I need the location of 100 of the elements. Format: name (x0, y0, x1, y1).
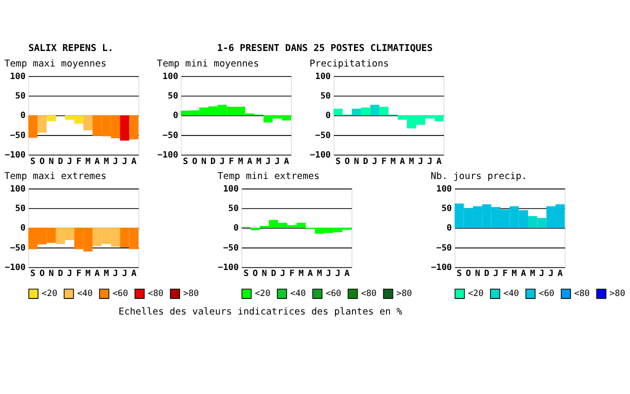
x-tick-label: A (247, 156, 254, 167)
x-tick-label: A (284, 156, 290, 167)
x-tick-label: J (274, 156, 280, 167)
y-tick-label: 50 (15, 204, 26, 214)
y-tick-label: 100 (436, 184, 452, 194)
x-tick-label: S (456, 269, 462, 280)
x-tick-label: M (104, 156, 109, 167)
x-tick-label: J (335, 269, 340, 280)
x-tick-label: J (427, 156, 432, 167)
x-tick-label: J (280, 269, 286, 280)
y-tick-label: −100 (218, 262, 239, 273)
x-tick-label: M (85, 269, 91, 280)
legend-label: <80 (361, 289, 377, 300)
x-tick-label: A (400, 156, 406, 167)
y-tick-label: 100 (10, 72, 26, 82)
legend-label: >80 (610, 289, 626, 300)
x-tick-label: O (39, 269, 45, 280)
x-tick-label: J (493, 269, 498, 280)
x-tick-label: A (344, 269, 350, 280)
x-tick-label: D (210, 156, 216, 167)
x-tick-label: J (122, 156, 128, 167)
legend-label: <40 (503, 289, 519, 300)
text: SALIX REPENS L. (28, 42, 114, 54)
y-tick-label: 0 (20, 111, 26, 122)
y-tick-label: −100 (310, 150, 331, 160)
x-tick-label: M (390, 156, 396, 167)
y-tick-label: 50 (228, 204, 239, 214)
y-tick-label: 0 (20, 224, 26, 234)
x-tick-label: J (220, 156, 225, 167)
x-tick-label: D (58, 156, 64, 167)
y-tick-label: −100 (4, 262, 26, 273)
legend-label: <20 (254, 289, 270, 300)
chart-title: Temp maxi extremes (4, 171, 106, 182)
y-tick-label: 50 (168, 91, 178, 102)
chart-title: Temp maxi moyennes (4, 58, 106, 70)
y-tick-label: 50 (320, 91, 331, 102)
x-tick-label: S (243, 269, 249, 280)
x-tick-label: F (76, 156, 82, 167)
legend-label: <60 (112, 289, 128, 300)
x-tick-label: D (484, 269, 490, 280)
x-tick-label: J (326, 269, 332, 280)
y-tick-label: 100 (10, 184, 26, 194)
x-tick-label: O (39, 156, 45, 167)
x-tick-label: A (94, 156, 101, 167)
x-tick-label: M (530, 269, 536, 280)
legend-label: <60 (326, 289, 342, 300)
x-tick-label: D (270, 269, 276, 280)
y-tick-label: 0 (172, 111, 178, 122)
x-tick-label: M (512, 269, 517, 280)
x-tick-label: F (76, 269, 82, 280)
x-tick-label: A (558, 269, 564, 280)
y-tick-label: −100 (157, 150, 178, 160)
x-tick-label: D (363, 156, 368, 167)
chart-title: Temp mini extremes (217, 171, 320, 182)
x-tick-label: M (104, 269, 109, 280)
y-tick-label: −50 (436, 243, 452, 254)
x-tick-label: O (466, 269, 471, 280)
x-tick-label: M (238, 156, 244, 167)
chart-title: Nb. jours precip. (430, 171, 528, 182)
y-tick-label: 0 (446, 224, 452, 234)
y-tick-label: 50 (15, 91, 26, 102)
x-tick-label: M (408, 156, 414, 167)
x-tick-label: N (201, 156, 206, 167)
x-tick-label: N (474, 269, 480, 280)
legend-label: <20 (42, 289, 58, 300)
bar (361, 108, 370, 116)
x-tick-label: F (381, 156, 387, 167)
y-tick-label: −50 (162, 130, 178, 141)
bar (352, 108, 362, 116)
x-tick-label: J (548, 269, 554, 280)
x-tick-label: J (372, 156, 378, 167)
x-tick-label: O (252, 269, 258, 280)
x-tick-label: S (30, 269, 36, 280)
y-tick-label: 50 (441, 204, 452, 214)
text: 1-6 PRESENT DANS 25 POSTES CLIMATIQUES (217, 42, 433, 54)
chart-title: Temp mini moyennes (156, 58, 260, 70)
x-tick-label: S (335, 156, 341, 167)
legend-label: <60 (538, 289, 554, 300)
y-tick-label: 0 (326, 111, 331, 122)
x-tick-label: A (308, 269, 314, 280)
legend-label: <40 (290, 289, 306, 300)
legend-label: <80 (574, 289, 590, 300)
x-tick-label: J (265, 156, 271, 167)
x-tick-label: M (316, 269, 322, 280)
x-tick-label: M (298, 269, 304, 280)
y-tick-label: −50 (10, 243, 26, 254)
x-tick-label: A (520, 269, 527, 280)
bar (370, 104, 380, 116)
x-tick-label: M (256, 156, 262, 167)
x-tick-label: J (122, 269, 128, 280)
x-tick-label: J (539, 269, 544, 280)
text: Echelles des valeurs indicatrices des plantes en % (118, 306, 402, 318)
x-tick-label: A (131, 156, 138, 167)
x-tick-label: J (67, 156, 72, 167)
y-tick-label: 100 (162, 72, 178, 82)
x-tick-label: A (131, 269, 138, 280)
y-tick-label: 100 (223, 184, 239, 194)
y-tick-label: 100 (315, 72, 331, 82)
x-tick-label: A (436, 156, 442, 167)
y-tick-label: −50 (315, 130, 331, 141)
